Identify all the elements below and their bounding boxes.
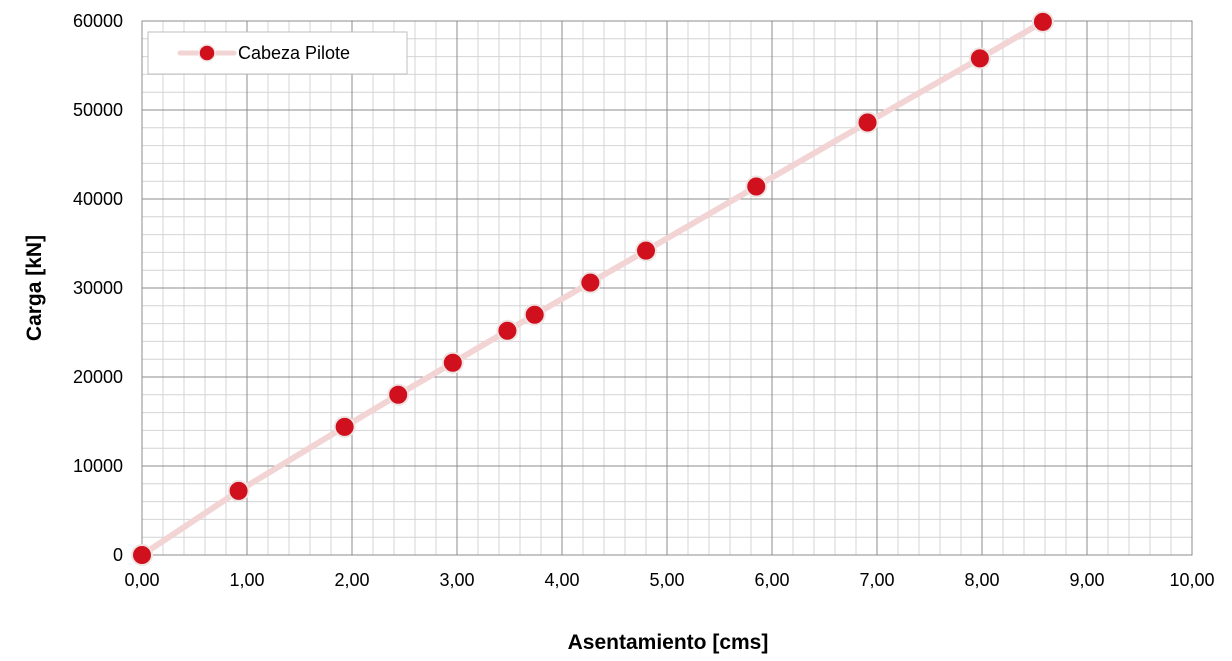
data-point [635, 239, 657, 262]
x-tick-label: 9,00 [1069, 570, 1104, 590]
y-tick-label: 0 [113, 545, 123, 565]
y-tick-label: 40000 [73, 189, 123, 209]
data-point [745, 175, 768, 198]
x-tick-label: 3,00 [439, 570, 474, 590]
y-tick-label: 60000 [73, 11, 123, 31]
x-tick-label: 0,00 [124, 570, 159, 590]
x-tick-label: 8,00 [964, 570, 999, 590]
data-point [333, 415, 356, 438]
x-tick-label: 1,00 [229, 570, 264, 590]
y-axis-title: Carga [kN] [23, 235, 46, 341]
y-tick-label: 10000 [73, 456, 123, 476]
x-tick-label: 4,00 [544, 570, 579, 590]
x-tick-label: 2,00 [334, 570, 369, 590]
series-layer [131, 10, 1054, 566]
x-axis-title: Asentamiento [cms] [568, 631, 769, 654]
x-tick-labels: 0,00 1,00 2,00 3,00 4,00 5,00 6,00 7,00 8,00 9,00… [124, 570, 1214, 590]
y-tick-label: 30000 [73, 278, 123, 298]
legend-entry-label: Cabeza Pilote [238, 43, 350, 63]
data-point [856, 111, 879, 134]
data-point [1031, 10, 1054, 33]
y-tick-labels: 0 10000 20000 30000 40000 50000 60000 [73, 11, 123, 565]
legend-marker-swatch [198, 44, 216, 62]
x-tick-label: 10,00 [1169, 570, 1214, 590]
data-point [523, 303, 546, 326]
plot-area-border [141, 20, 1193, 556]
x-tick-label: 6,00 [754, 570, 789, 590]
data-point [227, 479, 250, 502]
y-tick-label: 50000 [73, 100, 123, 120]
data-point [968, 47, 991, 70]
data-point [496, 319, 519, 342]
data-point [441, 351, 464, 374]
data-point [579, 271, 602, 294]
x-tick-label: 7,00 [859, 570, 894, 590]
legend: Cabeza Pilote [147, 31, 408, 75]
y-tick-label: 20000 [73, 367, 123, 387]
data-point [131, 544, 153, 566]
data-point [387, 383, 410, 406]
x-tick-label: 5,00 [649, 570, 684, 590]
